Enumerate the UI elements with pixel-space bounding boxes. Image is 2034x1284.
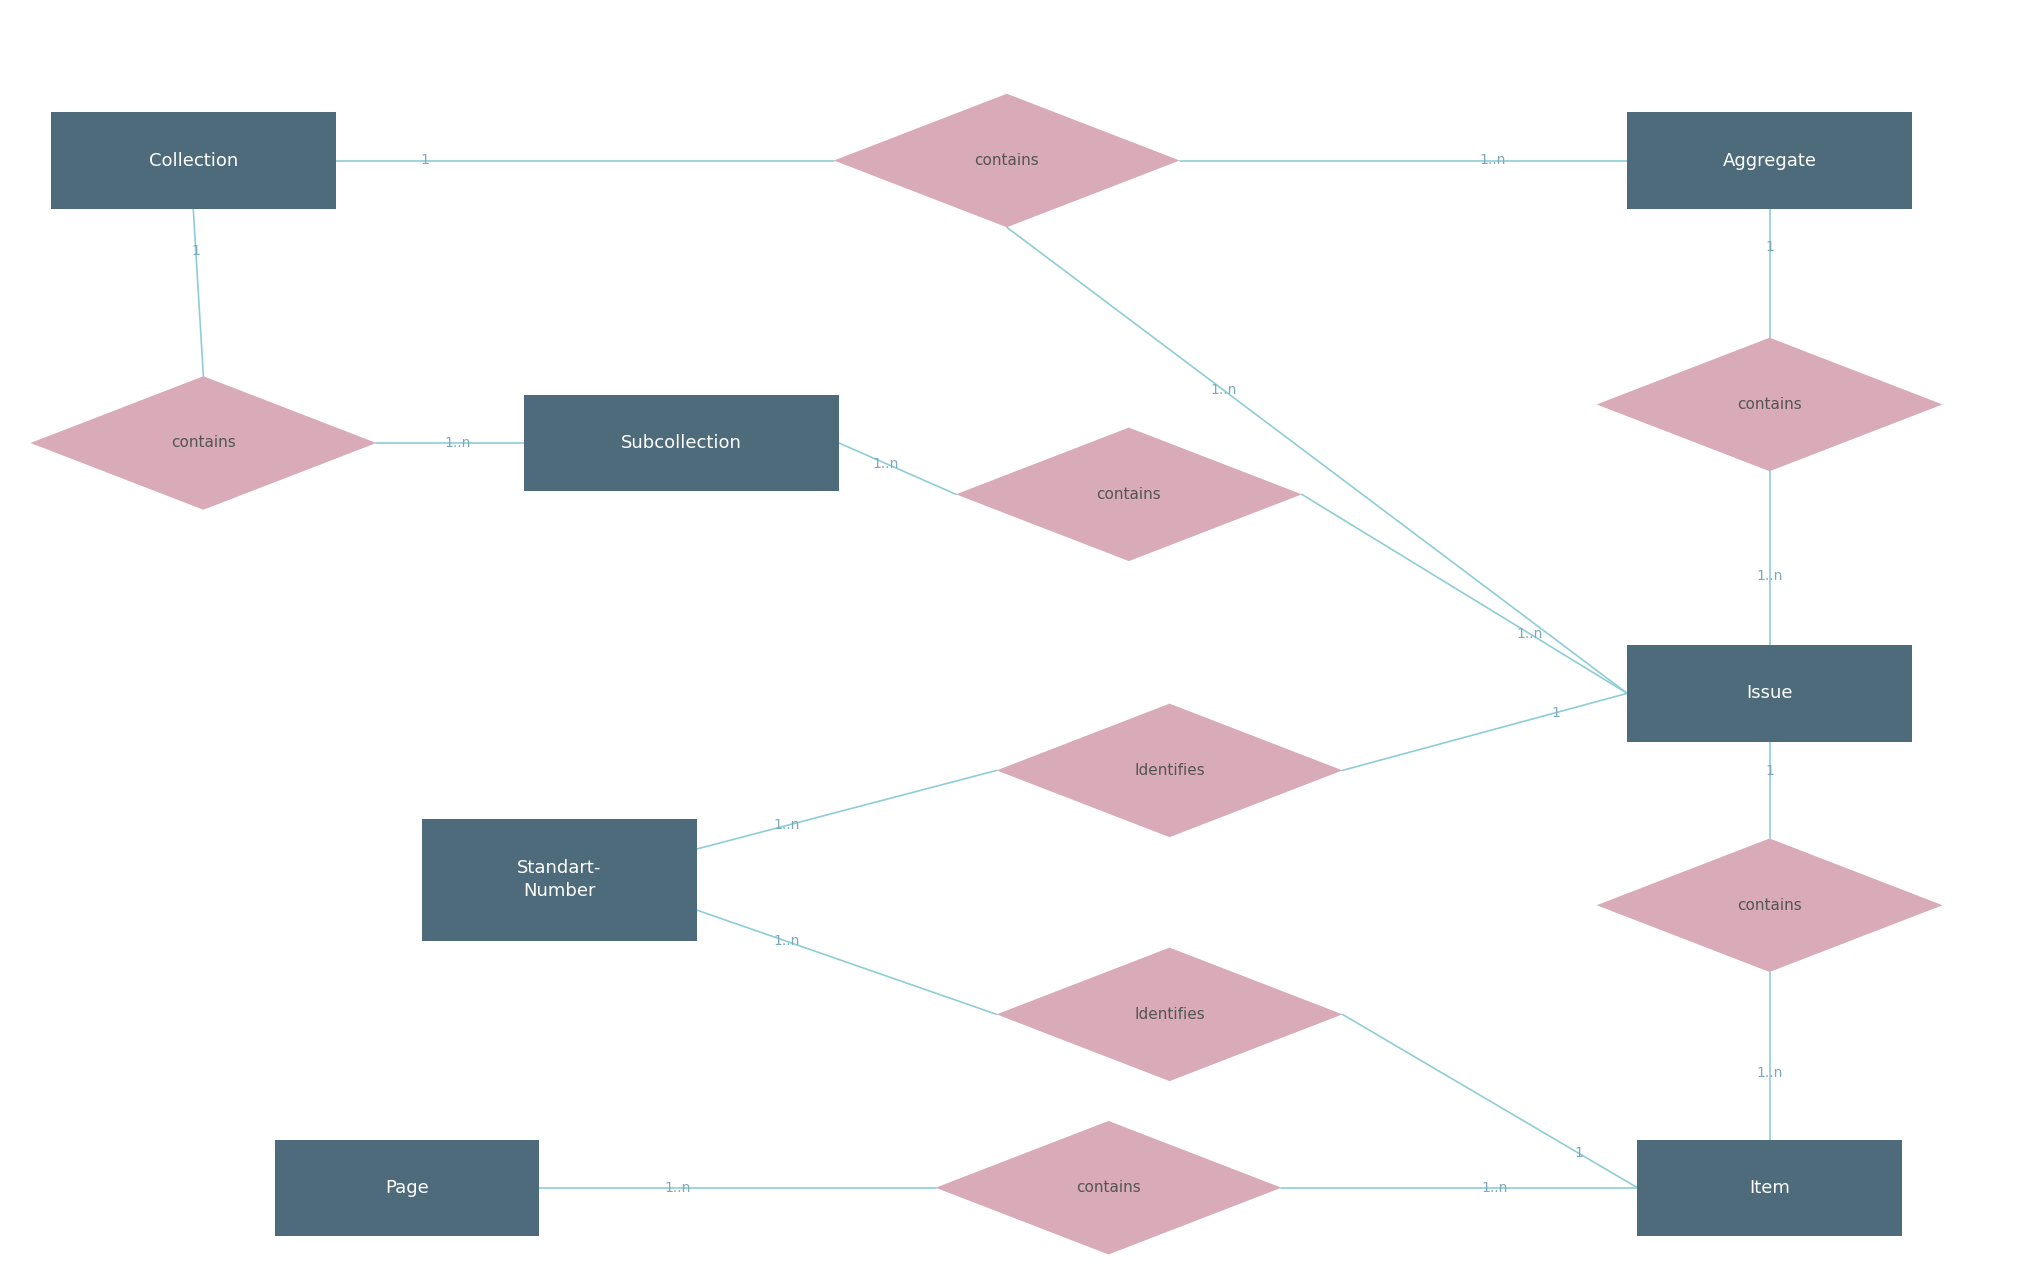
Text: 1..n: 1..n	[1210, 384, 1237, 398]
Text: contains: contains	[1076, 1180, 1141, 1195]
FancyBboxPatch shape	[1637, 1140, 1902, 1235]
Text: Identifies: Identifies	[1135, 1007, 1204, 1022]
Text: 1: 1	[191, 244, 199, 258]
Text: contains: contains	[1096, 487, 1161, 502]
Text: Aggregate: Aggregate	[1723, 152, 1816, 169]
FancyBboxPatch shape	[1627, 113, 1912, 208]
Text: contains: contains	[1737, 397, 1802, 412]
Text: Issue: Issue	[1747, 684, 1792, 702]
Text: Identifies: Identifies	[1135, 763, 1204, 778]
Text: contains: contains	[171, 435, 236, 451]
Text: 1: 1	[1766, 764, 1774, 778]
Text: 1..n: 1..n	[443, 437, 470, 449]
Text: Collection: Collection	[148, 152, 238, 169]
Polygon shape	[997, 948, 1342, 1081]
Polygon shape	[834, 94, 1180, 227]
FancyBboxPatch shape	[525, 395, 840, 490]
Text: contains: contains	[974, 153, 1039, 168]
Text: 1..n: 1..n	[1517, 627, 1542, 641]
FancyBboxPatch shape	[51, 113, 336, 208]
Text: 1..n: 1..n	[1757, 1066, 1782, 1080]
Polygon shape	[997, 704, 1342, 837]
Text: 1..n: 1..n	[665, 1181, 692, 1194]
Text: 1..n: 1..n	[1483, 1181, 1507, 1194]
FancyBboxPatch shape	[423, 819, 698, 940]
Text: 1: 1	[1552, 706, 1560, 719]
Text: Page: Page	[384, 1179, 429, 1197]
Text: 1..n: 1..n	[773, 935, 799, 949]
Polygon shape	[936, 1121, 1281, 1254]
Polygon shape	[956, 428, 1302, 561]
Text: 1..n: 1..n	[873, 457, 899, 470]
Text: 1..n: 1..n	[773, 818, 799, 832]
Polygon shape	[31, 376, 376, 510]
Text: contains: contains	[1737, 898, 1802, 913]
FancyBboxPatch shape	[275, 1140, 539, 1235]
Polygon shape	[1597, 838, 1942, 972]
Text: 1: 1	[1574, 1147, 1582, 1159]
Text: 1: 1	[421, 154, 429, 167]
FancyBboxPatch shape	[1627, 645, 1912, 742]
Text: 1: 1	[1766, 240, 1774, 254]
Text: Item: Item	[1749, 1179, 1790, 1197]
Text: Subcollection: Subcollection	[620, 434, 742, 452]
Text: 1..n: 1..n	[1481, 154, 1505, 167]
Text: Standart-
Number: Standart- Number	[517, 859, 602, 900]
Polygon shape	[1597, 338, 1942, 471]
Text: 1..n: 1..n	[1757, 569, 1782, 583]
